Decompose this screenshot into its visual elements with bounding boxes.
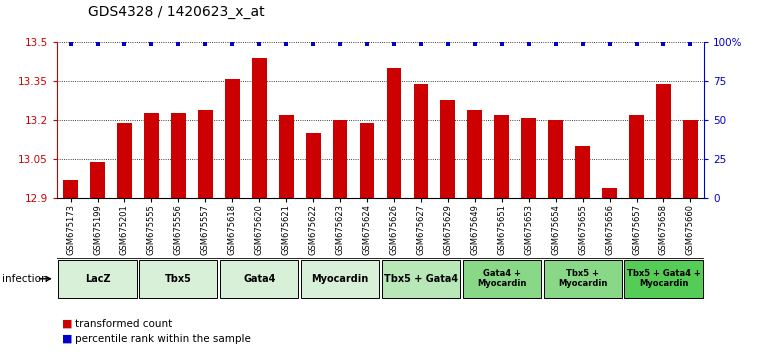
FancyBboxPatch shape [382,260,460,297]
Text: infection: infection [2,274,47,284]
Bar [171,113,186,198]
Text: LacZ: LacZ [84,274,110,284]
Bar [63,180,78,198]
Bar [495,115,509,198]
FancyBboxPatch shape [220,260,298,297]
Bar [575,146,590,198]
Point [91,41,103,47]
Bar [306,133,320,198]
Bar [467,110,482,198]
Text: Myocardin: Myocardin [311,274,368,284]
FancyBboxPatch shape [625,260,702,297]
Point [172,41,184,47]
Point [253,41,266,47]
Text: ■: ■ [62,319,73,329]
Point [199,41,212,47]
Point [658,41,670,47]
Point [549,41,562,47]
Text: Tbx5 + Gata4: Tbx5 + Gata4 [384,274,458,284]
Point [684,41,696,47]
Text: Tbx5 + Gata4 +
Myocardin: Tbx5 + Gata4 + Myocardin [626,269,700,289]
Point [334,41,346,47]
Text: GDS4328 / 1420623_x_at: GDS4328 / 1420623_x_at [88,5,264,19]
Bar [629,115,644,198]
Text: Gata4: Gata4 [243,274,275,284]
FancyBboxPatch shape [139,260,218,297]
Point [226,41,238,47]
Bar [90,162,105,198]
Text: Tbx5 +
Myocardin: Tbx5 + Myocardin [558,269,607,289]
FancyBboxPatch shape [301,260,379,297]
Point [577,41,589,47]
Bar [224,79,240,198]
Point [495,41,508,47]
Point [388,41,400,47]
Point [119,41,131,47]
Bar [144,113,159,198]
Text: ■: ■ [62,334,73,344]
Bar [548,120,563,198]
Bar [656,84,671,198]
Point [442,41,454,47]
Text: percentile rank within the sample: percentile rank within the sample [75,334,251,344]
Bar [252,58,266,198]
Point [361,41,373,47]
Bar [683,120,698,198]
Point [145,41,158,47]
Point [523,41,535,47]
Bar [602,188,617,198]
Bar [117,123,132,198]
Point [603,41,616,47]
FancyBboxPatch shape [463,260,541,297]
Text: Gata4 +
Myocardin: Gata4 + Myocardin [477,269,527,289]
Bar [279,115,294,198]
Bar [413,84,428,198]
Bar [360,123,374,198]
FancyBboxPatch shape [543,260,622,297]
Point [469,41,481,47]
Point [630,41,642,47]
Text: Tbx5: Tbx5 [165,274,192,284]
Bar [333,120,348,198]
Point [65,41,77,47]
Bar [387,68,401,198]
Point [307,41,319,47]
Bar [521,118,537,198]
Bar [198,110,213,198]
FancyBboxPatch shape [59,260,136,297]
Bar [441,99,455,198]
Point [415,41,427,47]
Text: transformed count: transformed count [75,319,173,329]
Point [280,41,292,47]
